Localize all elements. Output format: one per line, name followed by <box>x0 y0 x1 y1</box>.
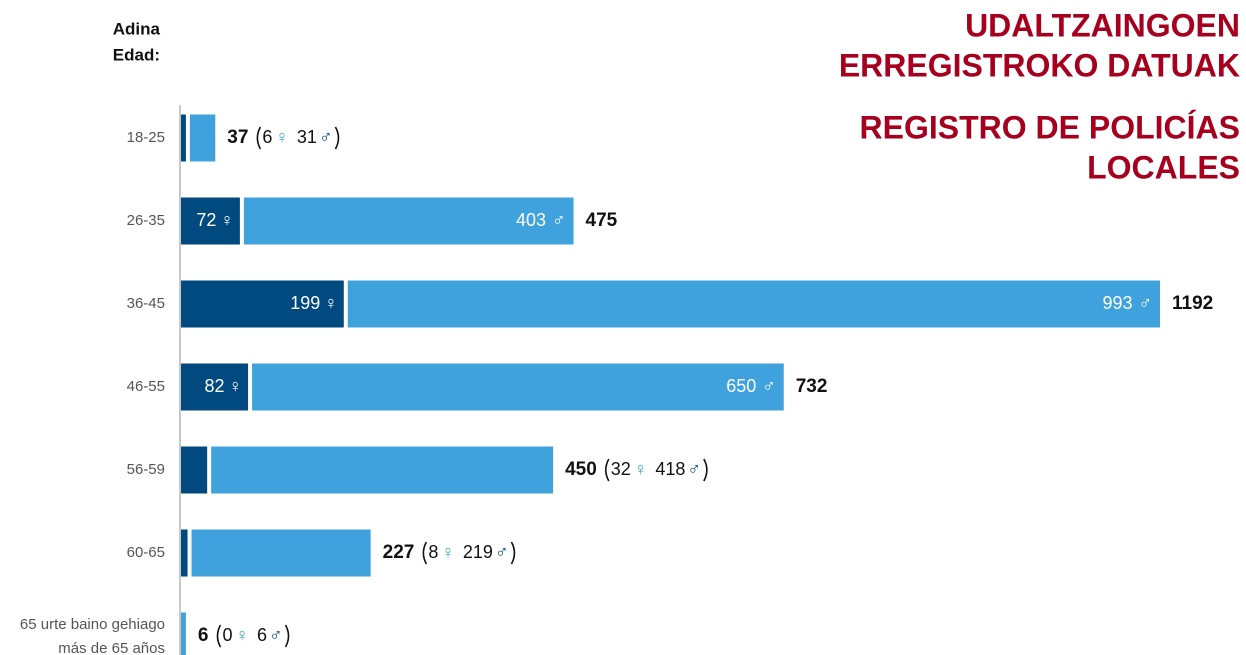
bar-segment <box>181 114 186 162</box>
value: 199 <box>290 293 320 313</box>
total-label: 227 <box>383 542 415 563</box>
paren <box>334 126 340 150</box>
bar-segment <box>181 197 240 245</box>
value-label: 199 ♀ <box>290 293 338 313</box>
total-label: 450 <box>565 459 597 480</box>
value: 403 <box>516 210 546 230</box>
value-label: 403 ♂ <box>516 210 566 230</box>
value-label: 82 ♀ <box>205 376 243 396</box>
value-label: 993 ♂ <box>1102 293 1152 313</box>
bar-segment <box>211 446 554 494</box>
category-label: 60-65 <box>127 544 165 561</box>
paren <box>422 541 428 565</box>
bar-segment <box>191 529 371 577</box>
total-label: 37 <box>227 127 248 148</box>
symbol: ♀ <box>634 459 648 479</box>
symbol: ♀ <box>275 127 289 147</box>
y-label: Edad: <box>113 45 160 64</box>
value-label: 0 <box>222 625 232 645</box>
category-label: más de 65 años <box>58 640 165 655</box>
value-label: 32 <box>611 459 631 479</box>
symbol: ♂ <box>762 376 776 396</box>
bar-segment <box>181 529 188 577</box>
paren <box>604 458 610 482</box>
category-label: 36-45 <box>127 295 165 312</box>
bar-segment <box>181 280 344 328</box>
value-label: 6 <box>262 127 272 147</box>
paren <box>216 624 222 648</box>
symbol: ♀ <box>441 542 455 562</box>
symbol: ♀ <box>236 625 250 645</box>
value: 82 <box>205 376 225 396</box>
value-label: 72 ♀ <box>196 210 234 230</box>
value: 993 <box>1102 293 1132 313</box>
bar-segment <box>189 114 216 162</box>
symbol: ♂ <box>687 459 701 479</box>
bar-segment <box>347 280 1160 328</box>
value-label: 6 <box>257 625 267 645</box>
paren <box>256 126 262 150</box>
value: 72 <box>196 210 216 230</box>
paren <box>510 541 516 565</box>
total-label: 6 <box>198 625 209 646</box>
bar-segment <box>181 612 186 655</box>
paren <box>284 624 290 648</box>
chart-title: UDALTZAINGOEN <box>965 7 1240 43</box>
category-label: 65 urte baino gehiago <box>20 616 165 633</box>
category-label: 56-59 <box>127 461 165 478</box>
category-label: 18-25 <box>127 129 165 146</box>
chart-title: ERREGISTROKO DATUAK <box>839 47 1240 83</box>
value-label: 31 <box>297 127 317 147</box>
symbol: ♂ <box>269 625 283 645</box>
category-label: 46-55 <box>127 378 165 395</box>
value-label: 8 <box>428 542 438 562</box>
symbol: ♀ <box>324 293 338 313</box>
total-label: 1192 <box>1172 293 1213 314</box>
symbol: ♀ <box>220 210 234 230</box>
value-label: 650 ♂ <box>726 376 776 396</box>
paren <box>703 458 708 482</box>
value-label: 418 <box>655 459 685 479</box>
bar-segment <box>181 363 249 411</box>
chart-subtitle: REGISTRO DE POLICÍAS <box>860 109 1240 145</box>
y-label: Adina <box>113 19 161 38</box>
bar-segment <box>181 446 208 494</box>
chart-subtitle: LOCALES <box>1087 149 1240 185</box>
symbol: ♂ <box>552 210 566 230</box>
total-label: 475 <box>586 210 618 231</box>
symbol: ♀ <box>229 376 243 396</box>
total-label: 732 <box>796 376 828 397</box>
bar-segment <box>252 363 784 411</box>
symbol: ♂ <box>1139 293 1153 313</box>
category-label: 26-35 <box>127 212 165 229</box>
symbol: ♂ <box>495 542 509 562</box>
bar-segment <box>243 197 574 245</box>
symbol: ♂ <box>319 127 333 147</box>
value: 650 <box>726 376 756 396</box>
value-label: 219 <box>463 542 493 562</box>
